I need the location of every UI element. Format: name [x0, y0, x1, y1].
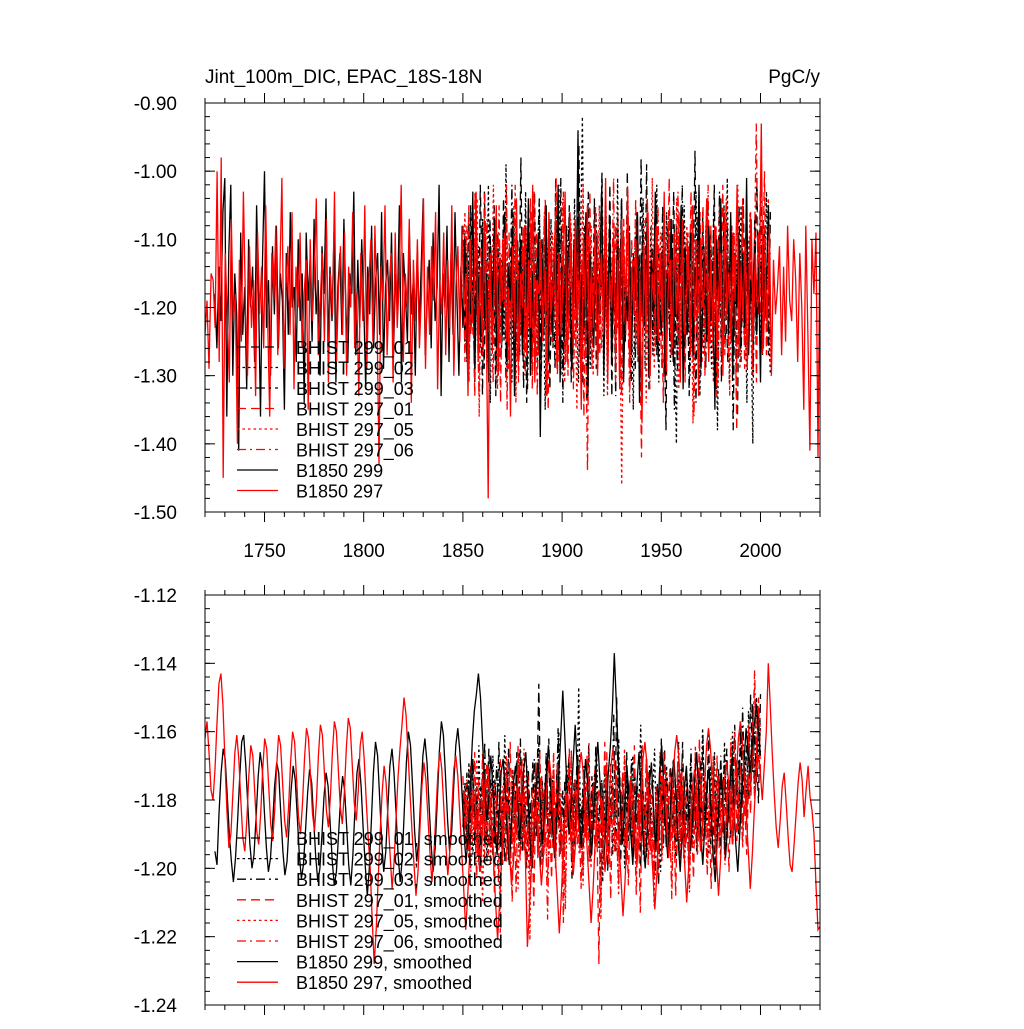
- legend-label: BHIST 299_03, smoothed: [296, 870, 503, 891]
- x-tick-label: 1800: [343, 541, 385, 562]
- y-tick-label: -1.14: [134, 654, 178, 675]
- legend-label: B1850 297, smoothed: [296, 973, 472, 993]
- legend-label: B1850 299: [296, 461, 383, 481]
- x-tick-label: 1950: [640, 541, 682, 562]
- legend-label: BHIST 297_01, smoothed: [296, 891, 503, 912]
- y-tick-label: -1.22: [134, 928, 177, 949]
- y-tick-label: -1.20: [134, 299, 177, 320]
- y-tick-label: -1.16: [134, 723, 177, 744]
- legend-label: BHIST 299_02: [296, 359, 414, 380]
- legend-label: BHIST 299_03: [296, 379, 414, 400]
- series-group-top: [205, 116, 820, 499]
- axes-top: -1.50 -1.40 -1.30 -1.20 -1.10 -1.00 -0.90 1750 1…: [134, 93, 821, 562]
- y-tick-label: -1.10: [134, 230, 177, 251]
- y-tick-label: -1.20: [134, 859, 177, 880]
- legend-label: BHIST 297_06, smoothed: [296, 932, 503, 953]
- legend-label: BHIST 299_01, smoothed: [296, 829, 503, 850]
- x-tick-label: 1850: [442, 541, 484, 562]
- legend-label: BHIST 297_05: [296, 420, 414, 441]
- x-tick-label: 2000: [739, 541, 781, 562]
- axes-bottom: -1.24 -1.22 -1.20 -1.18 -1.16 -1.14 -1.12: [134, 585, 821, 1017]
- series-line-4: [462, 697, 762, 965]
- y-tick-label: -1.50: [134, 503, 177, 524]
- series-group-bottom: [205, 653, 820, 965]
- legend-label: BHIST 297_01: [296, 400, 414, 421]
- panel-bottom: -1.24 -1.22 -1.20 -1.18 -1.16 -1.14 -1.12 BHIS…: [134, 585, 821, 1017]
- series-line-8: [205, 663, 820, 965]
- y-tick-label: -1.24: [134, 996, 178, 1017]
- legend-label: B1850 297: [296, 482, 383, 502]
- y-tick-label: -1.40: [134, 435, 177, 456]
- series-line-8: [205, 123, 820, 499]
- series-line-7: [214, 130, 772, 451]
- y-tick-label: -0.90: [134, 94, 177, 115]
- legend-label: B1850 299, smoothed: [296, 953, 472, 973]
- legend-label: BHIST 297_05, smoothed: [296, 911, 503, 932]
- y-tick-label: -1.00: [134, 162, 177, 183]
- chart-units: PgC/y: [768, 67, 820, 88]
- legend-label: BHIST 297_06: [296, 441, 414, 462]
- x-tick-label: 1750: [243, 541, 285, 562]
- panel-top: Jint_100m_DIC, EPAC_18S-18N PgC/y -1.50-…: [134, 67, 821, 562]
- y-tick-label: -1.12: [134, 586, 177, 607]
- legend-label: BHIST 299_01: [296, 338, 414, 359]
- legend-label: BHIST 299_02, smoothed: [296, 850, 503, 871]
- y-tick-label: -1.30: [134, 367, 177, 388]
- x-tick-label: 1900: [541, 541, 583, 562]
- y-tick-label: -1.18: [134, 791, 177, 812]
- series-line-7: [214, 653, 762, 896]
- chart-title: Jint_100m_DIC, EPAC_18S-18N: [205, 67, 482, 88]
